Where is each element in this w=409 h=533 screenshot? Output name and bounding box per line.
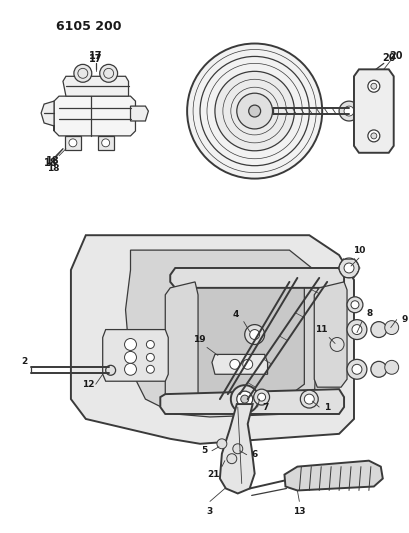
- Polygon shape: [353, 69, 393, 153]
- Circle shape: [249, 329, 259, 340]
- Circle shape: [69, 139, 76, 147]
- Circle shape: [236, 93, 272, 129]
- Text: 2: 2: [21, 357, 27, 366]
- Circle shape: [370, 133, 376, 139]
- Polygon shape: [160, 389, 343, 414]
- Polygon shape: [54, 96, 135, 136]
- Circle shape: [248, 105, 260, 117]
- Circle shape: [216, 439, 226, 449]
- Polygon shape: [211, 354, 267, 374]
- Circle shape: [146, 353, 154, 361]
- Text: 6105 200: 6105 200: [56, 20, 121, 33]
- Bar: [65, 136, 81, 150]
- Circle shape: [74, 64, 92, 82]
- Text: 4: 4: [232, 310, 238, 319]
- Circle shape: [384, 360, 398, 374]
- Text: 20: 20: [381, 53, 395, 63]
- Circle shape: [146, 341, 154, 349]
- Text: 1: 1: [323, 402, 330, 411]
- Text: 6: 6: [251, 450, 257, 459]
- Text: 19: 19: [192, 335, 205, 344]
- Text: 18: 18: [44, 158, 58, 168]
- Circle shape: [236, 391, 252, 407]
- Circle shape: [106, 365, 115, 375]
- Polygon shape: [219, 404, 254, 494]
- Circle shape: [101, 139, 109, 147]
- Polygon shape: [175, 270, 303, 399]
- Circle shape: [232, 444, 242, 454]
- Circle shape: [346, 297, 362, 313]
- Text: 8: 8: [366, 309, 372, 318]
- Circle shape: [244, 325, 264, 344]
- Circle shape: [343, 106, 353, 116]
- Circle shape: [240, 395, 248, 403]
- Circle shape: [367, 80, 379, 92]
- Circle shape: [124, 364, 136, 375]
- Circle shape: [226, 454, 236, 464]
- Circle shape: [351, 365, 361, 374]
- Circle shape: [214, 71, 294, 151]
- Circle shape: [370, 83, 376, 89]
- Circle shape: [187, 44, 321, 179]
- Text: 7: 7: [262, 402, 268, 411]
- Circle shape: [124, 351, 136, 364]
- Text: 21: 21: [207, 470, 220, 479]
- Circle shape: [350, 301, 358, 309]
- Text: 13: 13: [292, 507, 305, 516]
- Circle shape: [300, 390, 317, 408]
- Text: 3: 3: [206, 507, 213, 516]
- Text: 17: 17: [89, 54, 102, 64]
- Polygon shape: [41, 101, 54, 131]
- Circle shape: [343, 263, 353, 273]
- Text: 17: 17: [89, 51, 102, 61]
- Circle shape: [329, 337, 343, 351]
- Polygon shape: [125, 250, 319, 417]
- Circle shape: [338, 258, 358, 278]
- Polygon shape: [284, 461, 382, 490]
- Polygon shape: [63, 76, 128, 96]
- Circle shape: [230, 385, 258, 413]
- Polygon shape: [130, 106, 148, 121]
- Circle shape: [303, 394, 313, 404]
- Circle shape: [124, 338, 136, 350]
- Circle shape: [351, 325, 361, 335]
- Circle shape: [367, 130, 379, 142]
- Circle shape: [99, 64, 117, 82]
- Polygon shape: [313, 282, 346, 387]
- Circle shape: [338, 101, 358, 121]
- Polygon shape: [170, 268, 343, 288]
- Text: 10: 10: [352, 246, 364, 255]
- Polygon shape: [71, 235, 353, 444]
- Circle shape: [370, 321, 386, 337]
- Circle shape: [253, 389, 269, 405]
- Circle shape: [370, 361, 386, 377]
- Polygon shape: [165, 282, 198, 401]
- Text: 9: 9: [400, 315, 407, 324]
- Polygon shape: [102, 329, 168, 381]
- Circle shape: [346, 320, 366, 340]
- Text: 20: 20: [388, 51, 402, 61]
- Text: 12: 12: [81, 379, 94, 389]
- Circle shape: [346, 359, 366, 379]
- Circle shape: [242, 359, 252, 369]
- Bar: [97, 136, 113, 150]
- Circle shape: [229, 359, 239, 369]
- Circle shape: [384, 321, 398, 335]
- Circle shape: [146, 365, 154, 373]
- Text: 18: 18: [46, 156, 60, 166]
- Text: 5: 5: [200, 446, 207, 455]
- Text: 11: 11: [314, 325, 327, 334]
- Text: 18: 18: [47, 164, 59, 173]
- Circle shape: [257, 393, 265, 401]
